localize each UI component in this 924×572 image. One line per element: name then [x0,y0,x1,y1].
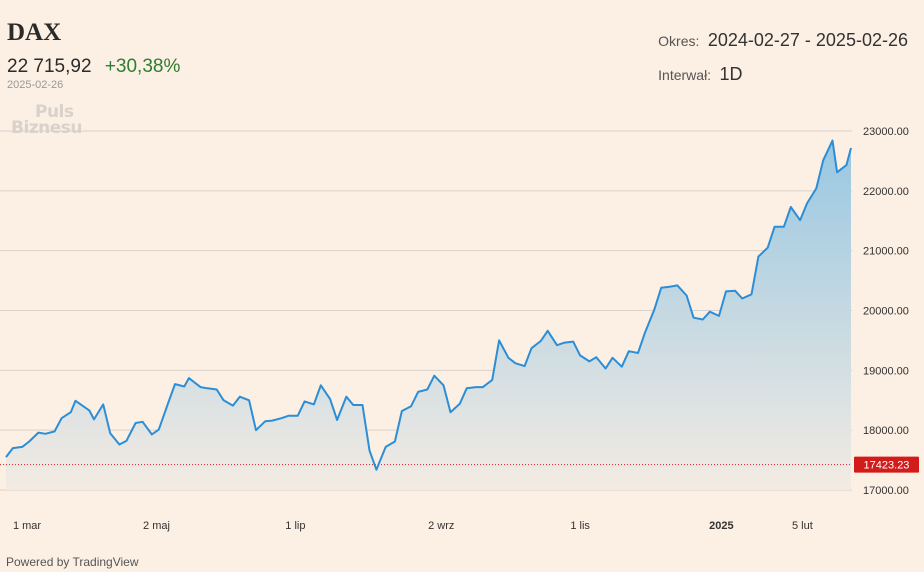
y-tick-label: 20000.00 [863,306,909,318]
x-tick-label: 5 lut [792,520,813,532]
header-right: Okres: 2024-02-27 - 2025-02-26 Interwał:… [658,28,908,96]
period-row[interactable]: Okres: 2024-02-27 - 2025-02-26 [658,28,908,54]
last-price: 22 715,92 [7,56,92,77]
powered-by-tradingview[interactable]: Powered by TradingView [6,555,139,569]
interval-row[interactable]: Interwał: 1D [658,62,908,88]
reference-label: 17423.23 [864,460,910,472]
period-label: Okres: [658,33,700,49]
period-value[interactable]: 2024-02-27 - 2025-02-26 [707,30,908,50]
x-tick-label: 2 maj [143,520,170,532]
watermark-line-2: Biznesu [11,118,83,138]
x-tick-label: 2 wrz [428,520,454,532]
percent-change: +30,38% [104,56,181,77]
x-tick-label: 1 lip [285,520,305,532]
reference-label-bg [854,456,919,473]
price-chart[interactable]: 23000.00 22000.00 21000.00 20000.00 19000.00… [0,0,924,550]
interval-label: Interwał: [658,67,712,83]
y-tick-label: 23000.00 [863,126,909,138]
ticker-symbol: DAX [7,19,62,46]
x-tick-label: 1 mar [13,520,41,532]
puls-biznesu-watermark-logo: Puls Biznesu [11,102,83,138]
x-tick-label: 2025 [709,520,733,532]
interval-value[interactable]: 1D [719,64,743,84]
price-row: 22 715,92 +30,38% [7,56,180,78]
y-tick-label: 21000.00 [863,246,909,258]
watermark-line-1: Puls [35,102,74,122]
quote-date: 2025-02-26 [7,79,64,91]
price-area-fill [6,140,851,490]
price-series-line [5,139,852,471]
y-tick-label: 22000.00 [863,186,909,198]
y-tick-label: 19000.00 [863,365,909,377]
header-left: DAX 22 715,92 +30,38% 2025-02-26 [7,18,180,92]
y-tick-label: 17000.00 [863,485,909,497]
y-tick-label: 18000.00 [863,425,909,437]
x-tick-label: 1 lis [570,520,590,532]
